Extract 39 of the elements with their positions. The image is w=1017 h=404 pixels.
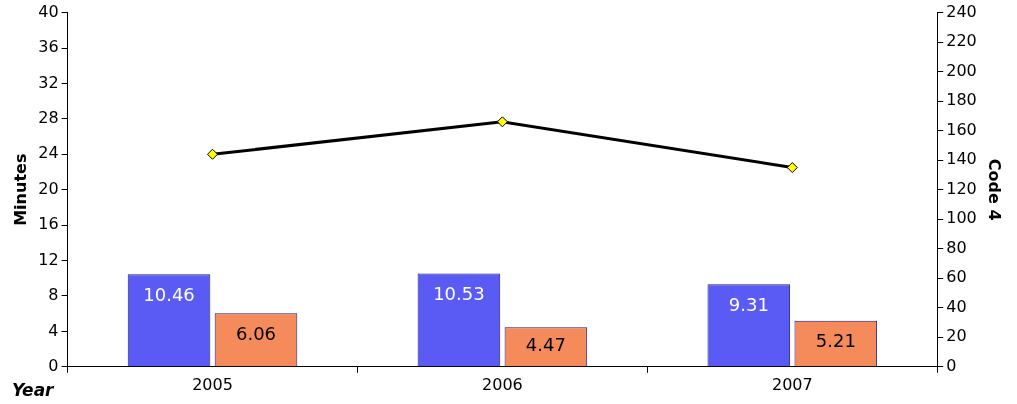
y2-tick-label: 20 (946, 326, 967, 346)
y2-tick-label: 220 (946, 31, 977, 51)
y2-tick-label: 0 (946, 355, 957, 375)
y-axis-title: Minutes (10, 153, 30, 226)
data-label: 10.53 (433, 283, 485, 305)
y2-tick-label: 120 (946, 178, 977, 198)
point (207, 148, 219, 160)
y2-tick-label: 240 (946, 1, 977, 21)
y-tick-label: 4 (48, 320, 59, 340)
x-axis-title: Year (12, 380, 56, 401)
y-tick-label: 8 (48, 285, 59, 305)
y2-tick-label: 100 (946, 208, 977, 228)
x-tick-label: 2007 (771, 374, 813, 394)
y-tick-label: 0 (48, 355, 59, 375)
x-tick-label: 2006 (482, 374, 523, 394)
y2-axis-title: Code 4 (985, 158, 1005, 221)
data-label: 5.21 (815, 330, 856, 352)
y-tick-label: 32 (38, 72, 59, 92)
y2-tick-label: 80 (946, 237, 967, 257)
y2-tick-label: 40 (946, 296, 967, 316)
x-tick-label: 2005 (192, 374, 233, 394)
y2-tick-label: 180 (946, 90, 977, 110)
y-tick-label: 40 (38, 1, 59, 21)
data-label: 6.06 (235, 322, 277, 344)
data-label: 4.47 (525, 334, 566, 356)
y2-tick-label: 60 (946, 267, 967, 287)
point (496, 116, 508, 128)
y2-tick-label: 140 (946, 149, 977, 169)
y-tick-label: 16 (38, 214, 59, 234)
y-tick-label: 20 (38, 178, 59, 198)
data-label: 9.31 (728, 294, 769, 316)
y2-tick-label: 200 (946, 60, 977, 80)
y2-tick-label: 160 (946, 119, 977, 139)
y-tick-label: 24 (38, 143, 59, 163)
y-tick-label: 12 (38, 249, 59, 269)
y-tick-label: 36 (38, 37, 59, 57)
y-tick-label: 28 (38, 108, 59, 128)
point (786, 162, 798, 174)
data-label: 10.46 (143, 283, 195, 305)
